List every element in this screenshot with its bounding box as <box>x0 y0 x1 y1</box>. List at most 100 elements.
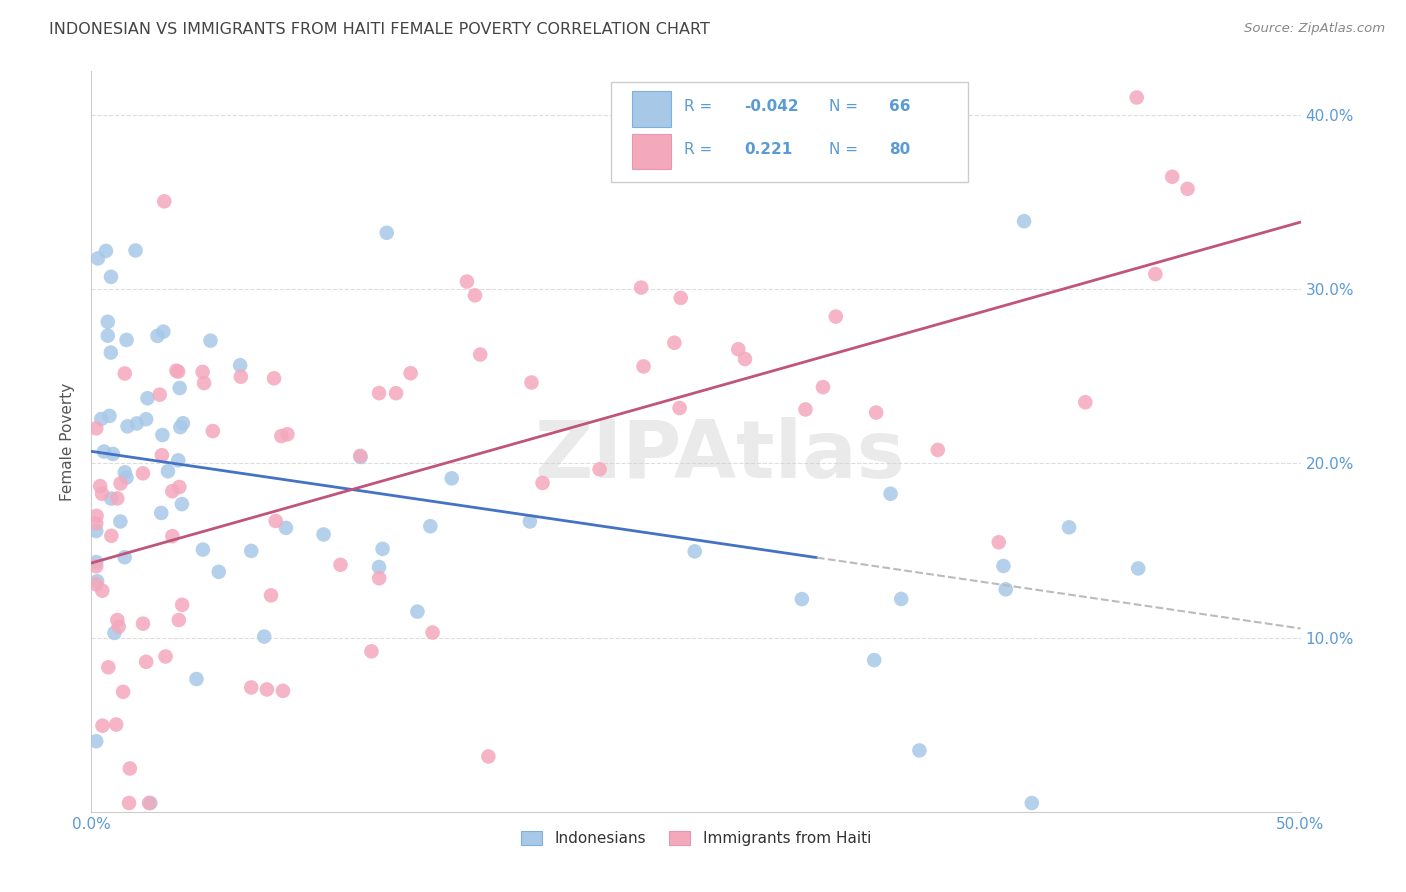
Point <box>1128 561 1150 575</box>
Text: R =: R = <box>683 142 711 157</box>
Point <box>1161 169 1184 184</box>
Point <box>368 560 391 574</box>
Point <box>456 275 478 289</box>
Point <box>172 416 194 430</box>
Point <box>375 226 398 240</box>
Point <box>87 252 110 266</box>
Point <box>84 577 107 591</box>
Point <box>630 280 652 294</box>
Point <box>360 644 382 658</box>
Point <box>385 386 408 401</box>
Point <box>84 555 107 569</box>
Point <box>790 592 813 607</box>
Point <box>169 381 191 395</box>
Point <box>531 475 554 490</box>
Point <box>440 471 463 485</box>
Point <box>94 244 117 258</box>
Point <box>276 427 298 442</box>
Point <box>124 244 146 258</box>
Point <box>100 529 122 543</box>
Point <box>91 583 114 598</box>
Point <box>172 598 194 612</box>
Point <box>588 462 610 476</box>
Point <box>93 444 115 458</box>
Point <box>406 605 429 619</box>
Point <box>152 428 174 442</box>
Text: ZIPAtlas: ZIPAtlas <box>534 417 905 495</box>
Text: 80: 80 <box>890 142 911 157</box>
Point <box>186 672 208 686</box>
Point <box>271 684 294 698</box>
Point <box>84 559 107 574</box>
Y-axis label: Female Poverty: Female Poverty <box>60 383 76 500</box>
Point <box>84 524 107 538</box>
Point <box>863 653 886 667</box>
Point <box>153 194 176 209</box>
Point <box>865 405 887 419</box>
Point <box>349 449 371 463</box>
Point <box>256 682 278 697</box>
Point <box>794 402 817 417</box>
Point <box>668 401 690 415</box>
Point <box>470 347 492 361</box>
Point <box>100 269 122 284</box>
Legend: Indonesians, Immigrants from Haiti: Indonesians, Immigrants from Haiti <box>515 824 877 852</box>
Point <box>101 447 124 461</box>
Point <box>1144 267 1167 281</box>
Point <box>1012 214 1035 228</box>
Point <box>135 655 157 669</box>
Point <box>349 450 371 464</box>
Point <box>91 487 114 501</box>
Point <box>419 519 441 533</box>
Point <box>103 626 125 640</box>
Point <box>100 491 122 506</box>
Point <box>110 515 132 529</box>
Point <box>908 743 931 757</box>
Point <box>422 625 444 640</box>
Point <box>167 365 190 379</box>
Point <box>993 558 1015 573</box>
Point <box>811 380 834 394</box>
Point <box>201 424 224 438</box>
Text: N =: N = <box>830 99 858 114</box>
Point <box>520 376 543 390</box>
Point <box>86 574 108 589</box>
Point <box>97 660 120 674</box>
Point <box>1177 182 1199 196</box>
Point <box>727 343 749 357</box>
Point <box>136 391 159 405</box>
Point <box>191 542 214 557</box>
Point <box>1074 395 1097 409</box>
Point <box>1057 520 1080 534</box>
Point <box>150 506 173 520</box>
Point <box>371 541 394 556</box>
Point <box>135 412 157 426</box>
Point <box>167 453 190 467</box>
Point <box>139 796 162 810</box>
Text: -0.042: -0.042 <box>744 99 799 114</box>
Point <box>118 796 141 810</box>
Point <box>169 480 191 494</box>
Point <box>105 717 128 731</box>
Point <box>464 288 486 302</box>
Point <box>105 491 128 506</box>
Point <box>312 527 335 541</box>
Point <box>263 371 285 385</box>
Point <box>208 565 231 579</box>
Point <box>107 619 129 633</box>
Point <box>162 484 184 499</box>
Point <box>97 315 120 329</box>
Point <box>170 497 193 511</box>
Point <box>91 719 114 733</box>
Bar <box>631 91 671 127</box>
Point <box>138 796 160 810</box>
Point <box>329 558 352 572</box>
Text: INDONESIAN VS IMMIGRANTS FROM HAITI FEMALE POVERTY CORRELATION CHART: INDONESIAN VS IMMIGRANTS FROM HAITI FEMA… <box>49 22 710 37</box>
Point <box>162 529 184 543</box>
Point <box>155 649 177 664</box>
Text: R =: R = <box>683 99 711 114</box>
Point <box>994 582 1017 597</box>
Point <box>664 335 686 350</box>
Point <box>114 466 136 480</box>
Point <box>110 476 132 491</box>
